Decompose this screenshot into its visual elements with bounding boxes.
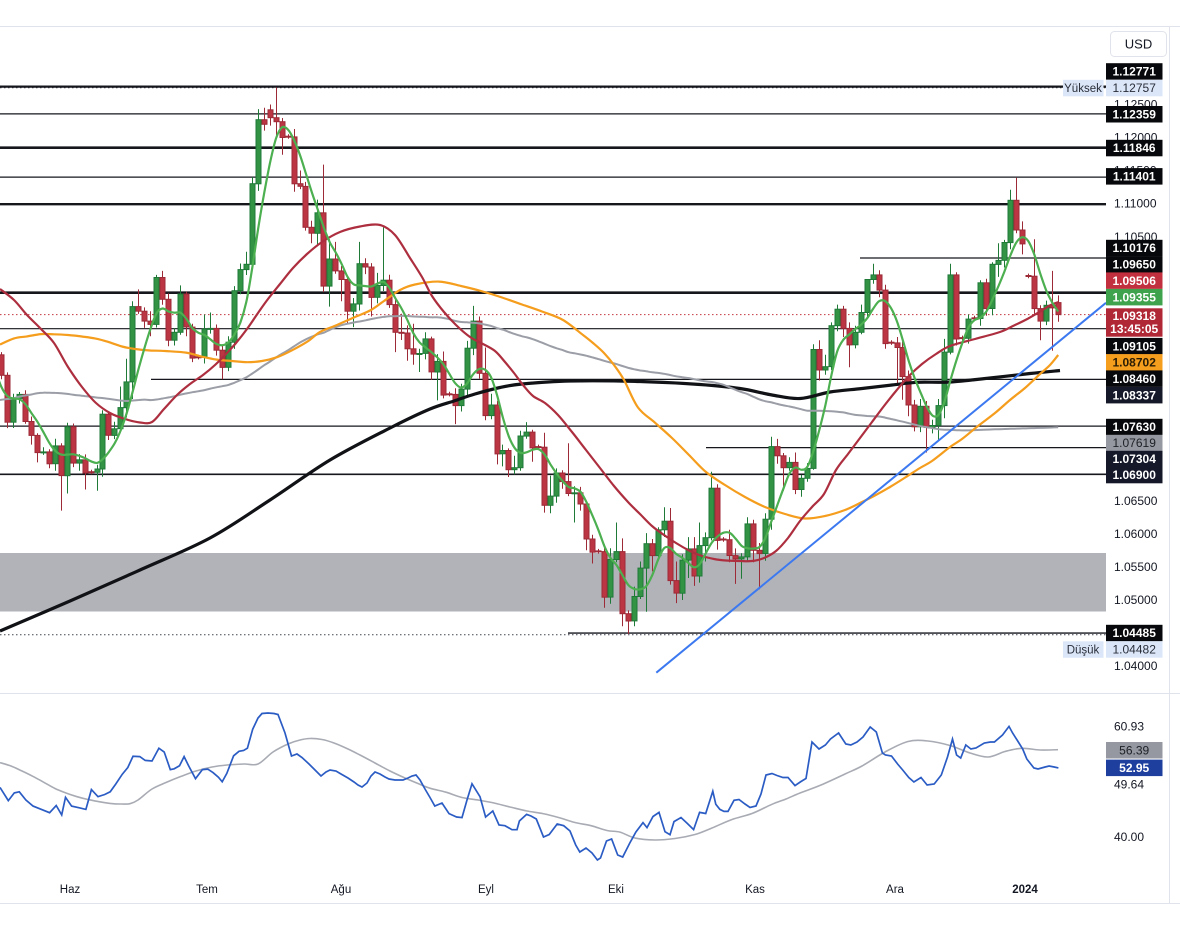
svg-text:USD: USD (1125, 37, 1152, 52)
svg-text:52.95: 52.95 (1119, 761, 1149, 775)
svg-text:49.64: 49.64 (1114, 778, 1144, 792)
svg-text:1.09105: 1.09105 (1113, 339, 1157, 353)
svg-text:1.06000: 1.06000 (1114, 527, 1158, 541)
svg-text:1.12359: 1.12359 (1113, 108, 1157, 122)
svg-text:1.05500: 1.05500 (1114, 560, 1158, 574)
svg-text:Eyl: Eyl (478, 884, 494, 896)
svg-text:1.06900: 1.06900 (1113, 468, 1157, 482)
svg-text:1.11000: 1.11000 (1114, 197, 1157, 211)
svg-text:1.06500: 1.06500 (1114, 494, 1158, 508)
svg-text:1.09355: 1.09355 (1113, 290, 1157, 304)
svg-text:Düşük: Düşük (1067, 645, 1100, 657)
svg-text:1.12771: 1.12771 (1113, 65, 1157, 79)
svg-text:13:45:05: 13:45:05 (1110, 322, 1158, 336)
svg-text:1.07630: 1.07630 (1113, 420, 1157, 434)
svg-text:1.11401: 1.11401 (1113, 170, 1156, 184)
svg-text:1.04000: 1.04000 (1114, 659, 1158, 673)
svg-text:2024: 2024 (1012, 884, 1038, 896)
svg-text:1.11846: 1.11846 (1113, 141, 1156, 155)
svg-text:1.12757: 1.12757 (1113, 81, 1157, 95)
svg-text:1.09506: 1.09506 (1113, 274, 1157, 288)
svg-text:1.10176: 1.10176 (1113, 241, 1157, 255)
svg-text:1.07619: 1.07619 (1113, 436, 1157, 450)
svg-text:1.08337: 1.08337 (1113, 388, 1157, 402)
svg-text:1.07304: 1.07304 (1113, 452, 1157, 466)
svg-text:60.93: 60.93 (1114, 720, 1144, 734)
svg-text:1.08702: 1.08702 (1113, 356, 1157, 370)
svg-text:1.09318: 1.09318 (1113, 309, 1157, 323)
svg-text:Ara: Ara (886, 884, 905, 896)
svg-text:1.08460: 1.08460 (1113, 372, 1157, 386)
svg-text:40.00: 40.00 (1114, 830, 1144, 844)
svg-text:Yüksek: Yüksek (1064, 83, 1102, 95)
svg-text:Ağu: Ağu (331, 884, 351, 896)
svg-text:Haz: Haz (60, 884, 81, 896)
svg-text:1.09650: 1.09650 (1113, 258, 1157, 272)
svg-text:1.04482: 1.04482 (1113, 643, 1157, 657)
svg-text:Kas: Kas (745, 884, 765, 896)
svg-text:1.05000: 1.05000 (1114, 593, 1158, 607)
svg-text:Tem: Tem (196, 884, 218, 896)
svg-text:56.39: 56.39 (1119, 743, 1149, 757)
svg-text:1.04485: 1.04485 (1113, 626, 1157, 640)
svg-text:Eki: Eki (608, 884, 624, 896)
